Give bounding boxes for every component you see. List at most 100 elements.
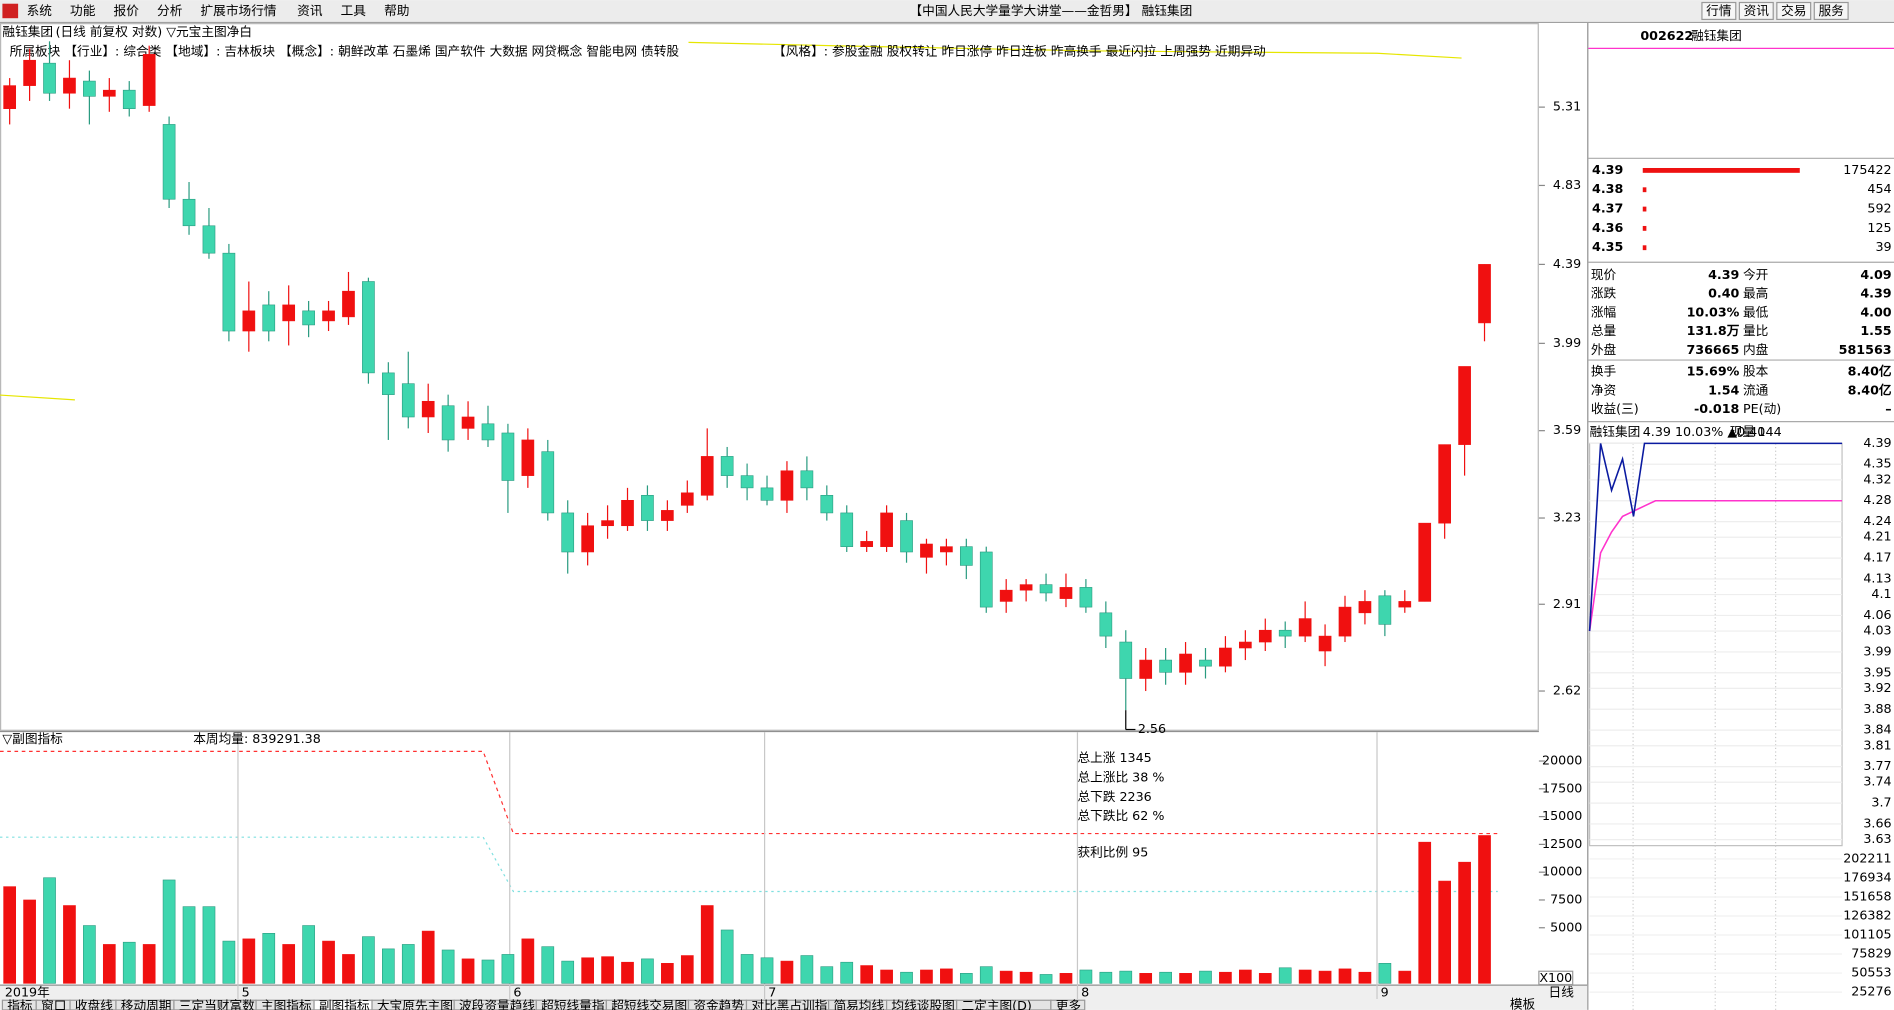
quote-label: 量比 — [1743, 323, 1768, 338]
intraday-price-tick: 3.99 — [1863, 643, 1891, 658]
y-tick-label: 2.91 — [1553, 596, 1581, 611]
bottom-tab-label[interactable]: 副图指标 — [319, 998, 370, 1010]
menu-button-label[interactable]: 交易 — [1781, 3, 1806, 18]
bottom-tab-label[interactable]: 简易均线 — [833, 998, 884, 1010]
bottom-tab-label[interactable]: 三定当财富数 — [179, 998, 255, 1010]
intraday-header: 现量 — [1730, 424, 1756, 439]
candle-body — [1239, 641, 1252, 649]
candle-body — [1478, 264, 1491, 324]
bottom-tab-label[interactable]: 二定主图(D) — [961, 998, 1031, 1010]
bottom-tab-label[interactable]: 指标 — [7, 998, 33, 1010]
candle-body — [1398, 601, 1412, 608]
intraday-vol-tick: 202211 — [1843, 850, 1891, 865]
y-tick-label: 5.31 — [1553, 99, 1581, 114]
volume-bar — [1179, 973, 1192, 984]
menu-item[interactable]: 功能 — [70, 3, 96, 18]
period-label: 8 — [1081, 984, 1089, 999]
volume-bar — [541, 946, 555, 984]
intraday-vol-tick: 75829 — [1851, 946, 1891, 961]
candle-body — [182, 198, 196, 227]
menu-button-label[interactable]: 资讯 — [1744, 3, 1770, 18]
candle-body — [1199, 659, 1212, 667]
intraday-price-line — [1588, 442, 1843, 632]
bid-price: 4.35 — [1592, 239, 1623, 254]
quote-value: 131.8万 — [1687, 323, 1740, 338]
intraday-header: 144 — [1758, 424, 1782, 439]
quote-value: -0.018 — [1694, 401, 1740, 416]
style-tags: 【风格】: 参股金融 股权转让 昨日涨停 昨日连板 昨高换手 最近闪拉 上周强势… — [773, 44, 1266, 59]
y-tick-label: 2.62 — [1553, 683, 1581, 698]
volume-bar — [1039, 974, 1053, 984]
volume-bar — [601, 956, 614, 984]
bottom-tab-label[interactable]: 收盘线 — [75, 998, 113, 1010]
quote-value: 4.39 — [1708, 267, 1739, 282]
volume-bar — [122, 941, 136, 984]
bottom-tab-label[interactable]: 超短线交易图 — [611, 998, 687, 1010]
menu-button[interactable] — [1813, 1, 1849, 21]
candle-body — [661, 510, 674, 521]
candle-body — [162, 124, 176, 200]
y-tick-label: 17500 — [1542, 780, 1582, 795]
intraday-price-tick: 3.74 — [1863, 774, 1891, 789]
bottom-tab-label[interactable]: 更多 — [1056, 998, 1081, 1010]
bottom-tab-label[interactable]: 波段资量趋线 — [459, 998, 535, 1010]
candle-body — [1358, 601, 1372, 614]
bottom-tab-label[interactable]: 主图指标 — [261, 998, 312, 1010]
bottom-tab-label[interactable]: 均线谈股图 — [891, 998, 954, 1010]
bottom-tab-label[interactable]: 移动周期 — [121, 998, 172, 1010]
candle-body — [1458, 366, 1471, 445]
candle-body — [840, 512, 854, 547]
volume-bar — [83, 925, 96, 984]
candle-body — [63, 77, 76, 94]
y-tick-label: 10000 — [1542, 864, 1582, 879]
menu-button[interactable] — [1701, 1, 1737, 21]
volume-bar — [1398, 970, 1412, 984]
menu-item[interactable]: 分析 — [157, 3, 183, 18]
menu-button[interactable] — [1776, 1, 1812, 21]
intraday-price-tick: 4.17 — [1863, 550, 1891, 565]
bottom-tab-label[interactable]: 超短线量指 — [541, 998, 605, 1010]
menu-button[interactable] — [1738, 1, 1774, 21]
volume-bar — [102, 944, 116, 984]
volume-bar — [1318, 970, 1332, 984]
candle-body — [382, 372, 395, 395]
volume-bar — [920, 969, 933, 984]
avg-volume-line — [0, 836, 1498, 893]
menu-item[interactable]: 资讯 — [297, 3, 323, 18]
bid-volume: 175422 — [1843, 162, 1891, 177]
sub-stat: 总上涨 1345 — [1077, 750, 1151, 765]
bottom-tab-label[interactable]: 资金趋势 — [693, 998, 744, 1010]
candle-body — [441, 405, 455, 441]
volume-bar — [501, 954, 515, 984]
quote-label: 涨幅 — [1591, 304, 1617, 319]
right-tab[interactable]: 模板 — [1510, 997, 1536, 1010]
stock-name: 融钰集团 — [2, 24, 53, 39]
menu-item[interactable]: 系统 — [27, 3, 53, 18]
intraday-header: 4.39 10.03% ▲0.40 — [1643, 424, 1766, 439]
menu-button-label[interactable]: 服务 — [1819, 3, 1845, 18]
volume-bar — [860, 965, 874, 984]
candle-body — [979, 551, 993, 608]
menu-button-label[interactable]: 行情 — [1706, 3, 1732, 18]
volume-bar — [23, 899, 36, 984]
bottom-tab-label[interactable]: 对比黑占训指 — [751, 998, 827, 1010]
bid-volume: 592 — [1867, 201, 1891, 216]
menu-item[interactable]: 扩展市场行情 — [201, 3, 277, 18]
y-tick-label: 5000 — [1550, 919, 1582, 934]
bottom-tab-label[interactable]: 窗口 — [41, 998, 66, 1010]
quote-label: 收益(三) — [1591, 401, 1639, 416]
candle-body — [262, 304, 276, 332]
menu-item[interactable]: 报价 — [114, 3, 140, 18]
candle-body — [461, 416, 475, 429]
right-tab[interactable]: 日线 — [1549, 984, 1575, 999]
menu-item[interactable]: 工具 — [341, 3, 367, 18]
bottom-tab-label[interactable]: 大宝原先主图 — [377, 998, 453, 1010]
intraday-price-tick: 3.84 — [1863, 722, 1891, 737]
bid-volume: 125 — [1867, 220, 1891, 235]
volume-bar — [282, 944, 296, 984]
menu-item[interactable]: 帮助 — [384, 3, 409, 18]
quote-label: 总量 — [1591, 323, 1617, 338]
y-tick-label: 15000 — [1542, 808, 1582, 823]
intraday-price-tick: 4.32 — [1863, 471, 1891, 486]
candle-body — [242, 310, 256, 332]
